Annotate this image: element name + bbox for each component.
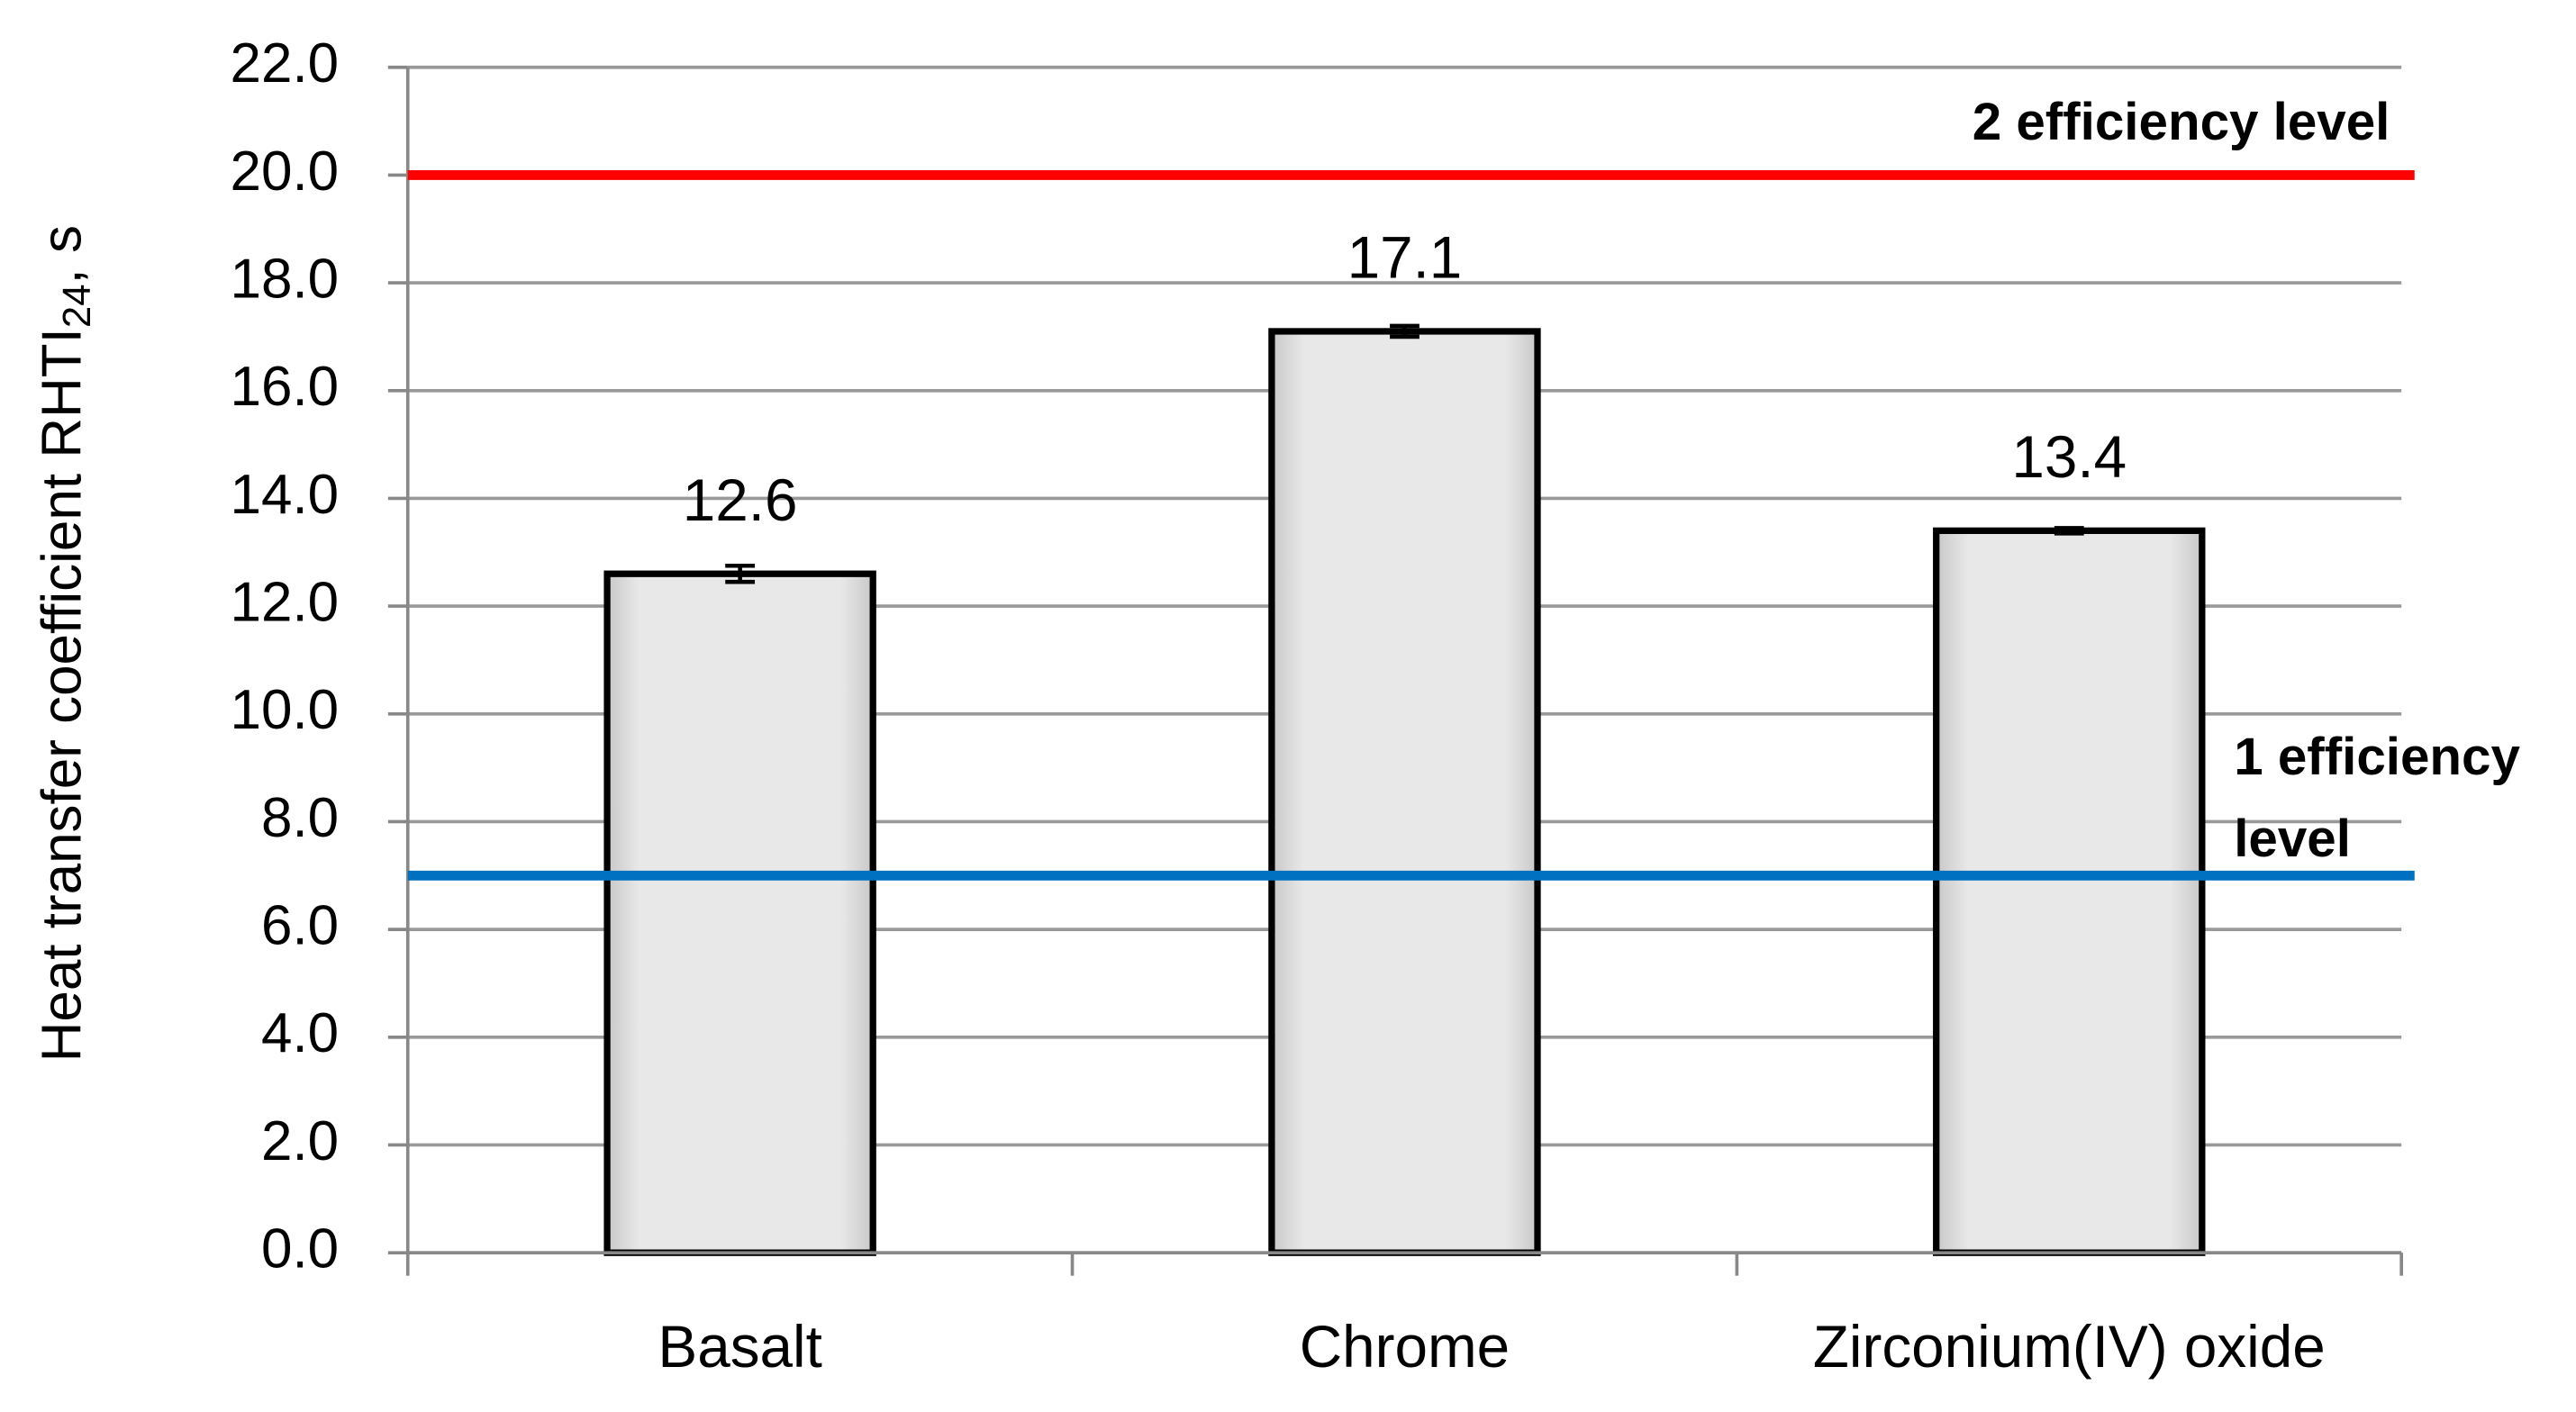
y-tick-label: 8.0 xyxy=(261,787,339,849)
marks xyxy=(603,323,2206,1256)
bar xyxy=(603,570,876,1256)
y-tick-label: 16.0 xyxy=(231,356,340,418)
y-tick-label: 18.0 xyxy=(231,248,340,310)
reference-label: 1 efficiency xyxy=(2234,728,2520,786)
y-tick-label: 6.0 xyxy=(261,895,339,957)
x-tick-label: Basalt xyxy=(658,1314,821,1380)
value-label: 12.6 xyxy=(683,467,798,533)
reference-label: level xyxy=(2234,810,2351,868)
reference-label: 2 efficiency level xyxy=(1973,93,2390,151)
y-axis-label-main: Heat transfer coefficient RHTI xyxy=(32,328,94,1062)
y-tick-label: 0.0 xyxy=(261,1218,339,1281)
x-tick-label: Chrome xyxy=(1300,1314,1510,1380)
y-axis-label: Heat transfer coefficient RHTI24, s xyxy=(32,225,99,1062)
y-axis-label-suffix: , s xyxy=(32,225,94,284)
error-bar xyxy=(1390,323,1420,339)
bar xyxy=(1933,527,2206,1256)
y-tick-label: 14.0 xyxy=(231,464,340,526)
value-label: 13.4 xyxy=(2011,424,2127,490)
error-bar xyxy=(2054,526,2084,536)
bar xyxy=(1268,328,1541,1256)
y-tick-label: 20.0 xyxy=(231,140,340,203)
x-tick-label: Zirconium(IV) oxide xyxy=(1813,1314,2326,1380)
y-tick-label: 12.0 xyxy=(231,571,340,633)
y-axis-label-sub: 24 xyxy=(55,284,99,328)
value-label: 17.1 xyxy=(1347,225,1463,291)
y-tick-label: 10.0 xyxy=(231,679,340,741)
y-tick-label: 4.0 xyxy=(261,1002,339,1064)
error-bar xyxy=(725,563,756,584)
y-tick-label: 2.0 xyxy=(261,1110,339,1172)
y-tick-label: 22.0 xyxy=(231,32,340,95)
